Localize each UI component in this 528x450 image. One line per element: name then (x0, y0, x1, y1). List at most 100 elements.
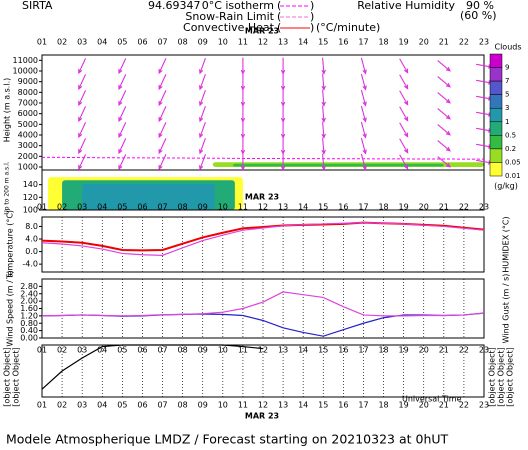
x-tick-label: 11 (238, 346, 248, 355)
x-tick-label: 05 (117, 346, 127, 355)
y-tick-label: 2.00 (20, 297, 38, 306)
x-tick-label: 21 (439, 203, 449, 212)
wind-arrow (280, 137, 286, 155)
wind-arrow (78, 138, 87, 155)
x-tick-label: 13 (278, 203, 288, 212)
y-tick-label: 100 (23, 206, 38, 215)
y-tick-label: 6000 (18, 109, 38, 118)
x-tick-label: 06 (137, 346, 147, 355)
legend-label: Snow-Rain Limit (185, 10, 274, 23)
x-tick-label: 10 (218, 38, 228, 47)
y-tick-label: 8.0 (25, 222, 38, 231)
legend-label: Convective Heat (183, 21, 275, 34)
wind-arrow (199, 89, 206, 107)
colorbar-label: 0.01 (505, 172, 521, 180)
wind-arrow (199, 153, 206, 171)
y-tick-label: 9000 (18, 77, 38, 86)
wind-arrow (437, 156, 451, 168)
cloud-layer (232, 163, 444, 167)
x-tick-label: 16 (338, 38, 348, 47)
panel-frame (41, 278, 485, 339)
wind-arrow (199, 121, 206, 139)
colorbar-label: 0.05 (505, 158, 521, 166)
code: 94.69347 (148, 0, 201, 12)
wind-arrow (118, 90, 127, 107)
wind-arrow (199, 105, 206, 123)
legend-bracket: ) (310, 10, 314, 23)
wind-arrow (321, 137, 326, 155)
x-tick-label: 16 (338, 346, 348, 355)
series-line (41, 222, 485, 256)
colorbar-band (489, 94, 503, 109)
axis-title: Wind Speed (m / s) (6, 270, 15, 346)
y-tick-label: 4.0 (25, 235, 38, 244)
axis-title: [object Object] (12, 347, 21, 407)
x-tick-label: 03 (77, 401, 87, 410)
x-tick-label: 17 (358, 203, 368, 212)
x-tick-label: 08 (178, 401, 188, 410)
x-tick-label: 02 (57, 203, 67, 212)
x-tick-label: 19 (399, 203, 409, 212)
x-tick-label: 23 (479, 346, 489, 355)
x-tick-label: 06 (137, 203, 147, 212)
y-tick-label: 1.60 (20, 304, 38, 313)
x-tick-label: 09 (198, 38, 208, 47)
wind-arrow (78, 74, 87, 91)
x-tick-label: 02 (57, 401, 67, 410)
legend-bracket: ( (277, 21, 281, 34)
wind-arrow (360, 121, 367, 139)
legend-bracket: ) (310, 0, 314, 12)
colorbar-label: 1 (505, 118, 509, 126)
x-tick-label: 23 (479, 38, 489, 47)
x-tick-label: 08 (178, 203, 188, 212)
wind-arrow (399, 74, 409, 90)
x-tick-label: 01 (37, 203, 47, 212)
x-tick-label: 22 (459, 203, 469, 212)
x-tick-label: 17 (358, 401, 368, 410)
x-axis-title: Universal Time (402, 395, 462, 404)
wind-arrow (321, 105, 326, 123)
colorbar-label: 7 (505, 77, 509, 85)
y-tick-label: 10000 (13, 67, 38, 76)
x-tick-label: 04 (97, 38, 107, 47)
wind-arrow (437, 108, 451, 120)
colorbar-label: 9 (505, 64, 509, 72)
x-tick-label: 13 (278, 401, 288, 410)
wind-arrow (360, 105, 367, 123)
x-tick-label: 03 (77, 203, 87, 212)
x-tick-label: 09 (198, 346, 208, 355)
colorbar-band (489, 135, 503, 150)
y-tick-label: 3000 (18, 141, 38, 150)
colorbar-label: 5 (505, 91, 509, 99)
date-label: MAR 23 (245, 412, 279, 421)
wind-arrow (158, 122, 167, 139)
y-tick-label: 0.40 (20, 326, 38, 335)
series-line (41, 291, 485, 317)
wind-arrow (158, 138, 167, 155)
axis-title: [object Object] (506, 347, 515, 407)
x-tick-label: 20 (419, 346, 429, 355)
x-tick-label: 01 (37, 401, 47, 410)
y-tick-label: 2.40 (20, 289, 38, 298)
wind-arrow (321, 57, 326, 75)
wind-arrow (399, 154, 409, 170)
x-tick-label: 11 (238, 38, 248, 47)
legend-unit: (°C/minute) (316, 21, 380, 34)
x-tick-label: 15 (318, 203, 328, 212)
x-tick-label: 11 (238, 401, 248, 410)
wind-arrow (399, 58, 409, 74)
wind-arrow (437, 124, 451, 136)
x-tick-label: 14 (298, 203, 308, 212)
x-tick-label: 19 (399, 346, 409, 355)
wind-arrow (280, 105, 286, 123)
wind-arrow (240, 89, 246, 107)
x-tick-label: 16 (338, 401, 348, 410)
x-tick-label: 16 (338, 203, 348, 212)
x-tick-label: 01 (37, 38, 47, 47)
wind-arrow (240, 105, 246, 123)
wind-arrow (118, 122, 127, 139)
x-tick-label: 07 (157, 203, 167, 212)
footer: Modele Atmospherique LMDZ / Forecast sta… (6, 432, 449, 447)
x-tick-label: 18 (378, 203, 388, 212)
